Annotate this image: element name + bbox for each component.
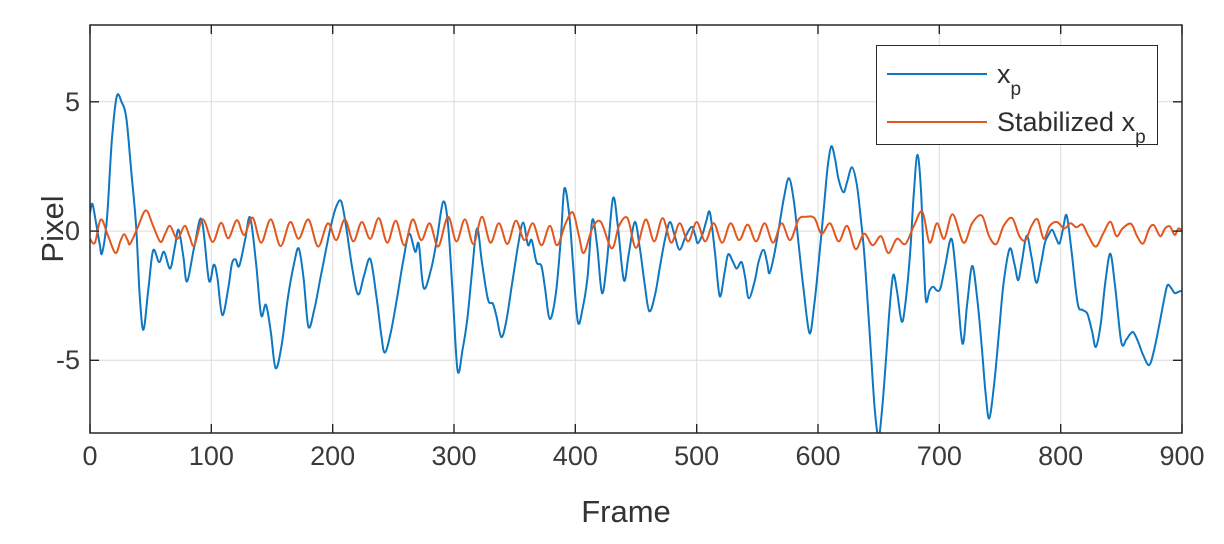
y-tick-label: 0 bbox=[64, 216, 80, 247]
legend-label-stabilized-xp: Stabilized xp bbox=[997, 106, 1146, 148]
y-tick-label: -5 bbox=[55, 345, 80, 376]
series-line-stabilized-xp bbox=[90, 209, 1182, 254]
x-tick-label: 900 bbox=[1159, 441, 1205, 471]
x-tick-label: 500 bbox=[674, 441, 720, 471]
x-tick-label: 100 bbox=[188, 441, 234, 471]
y-tick-label: 5 bbox=[64, 86, 80, 117]
legend-line-blue bbox=[887, 72, 987, 76]
legend: xp Stabilized xp bbox=[876, 45, 1158, 148]
x-tick-label: 800 bbox=[1038, 441, 1084, 471]
x-tick-label: 300 bbox=[431, 441, 477, 471]
legend-line-orange bbox=[887, 120, 987, 124]
x-axis-label: Frame bbox=[581, 494, 671, 529]
x-tick-label: 400 bbox=[552, 441, 598, 471]
series-line-xp bbox=[90, 93, 1182, 433]
axes-border bbox=[89, 24, 1183, 434]
x-tick-label: 200 bbox=[310, 441, 356, 471]
legend-entry-xp: xp bbox=[877, 56, 1157, 100]
x-tick-label: 700 bbox=[916, 441, 962, 471]
legend-entry-stabilized-xp: Stabilized xp bbox=[877, 104, 1157, 148]
x-tick-label: 0 bbox=[82, 441, 98, 471]
x-tick-label: 600 bbox=[795, 441, 841, 471]
legend-label-xp: xp bbox=[997, 58, 1022, 100]
